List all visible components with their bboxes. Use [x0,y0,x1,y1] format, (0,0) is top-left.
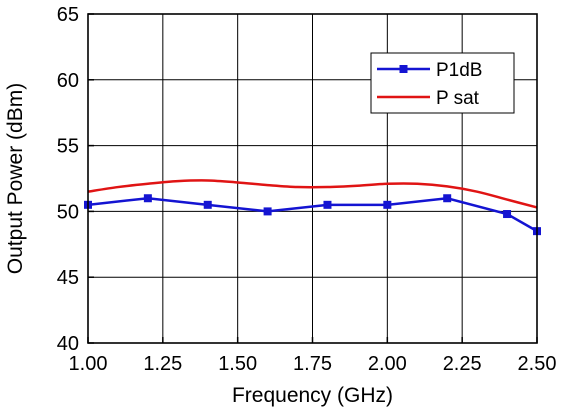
data-point-p1db [443,194,452,203]
x-tick-label: 2.25 [443,353,482,375]
x-tick-label: 1.50 [218,353,257,375]
x-tick-label: 1.00 [69,353,108,375]
x-axis-title: Frequency (GHz) [232,384,393,407]
legend-label-p1db: P1dB [436,60,482,81]
y-axis-title: Output Power (dBm) [4,83,27,274]
legend: P1dB P sat [370,52,515,114]
y-tick-label: 45 [57,267,79,289]
data-point-p1db [143,194,152,203]
x-tick-label: 1.75 [293,353,332,375]
data-point-p1db [503,210,512,219]
x-tick-label: 2.50 [518,353,557,375]
data-point-p1db [323,200,332,209]
y-tick-label: 65 [57,4,79,26]
axis-ticks: 1.00 1.25 1.50 1.75 2.00 2.25 2.50 40 45 50 55 60 65 [57,4,557,375]
legend-label-p-sat: P sat [436,88,480,109]
y-tick-label: 55 [57,136,79,158]
legend-marker-p1db [399,65,408,73]
data-point-p1db [383,200,392,209]
y-tick-label: 50 [57,201,79,223]
series-layer [84,179,541,236]
x-tick-label: 2.00 [368,353,407,375]
x-tick-label: 1.25 [143,353,182,375]
y-tick-label: 40 [57,333,79,355]
data-point-p1db [203,200,212,209]
series-line-p-sat [87,179,538,209]
y-tick-label: 60 [57,70,79,92]
legend-box [370,52,515,114]
data-point-p1db [263,207,272,216]
